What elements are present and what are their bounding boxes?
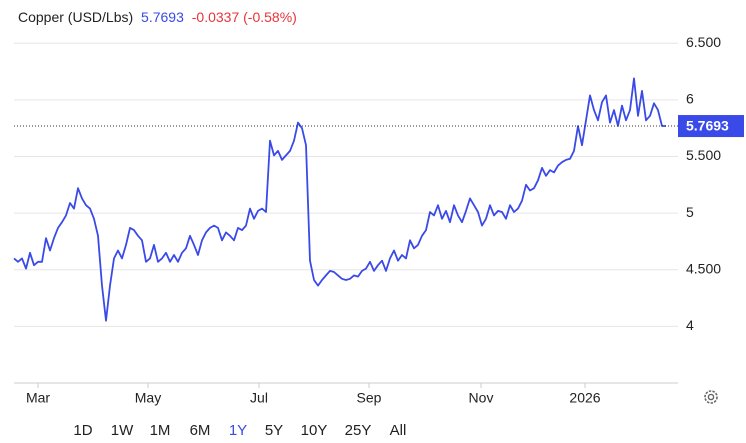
price-line (13, 77, 666, 322)
range-button[interactable]: 6M (190, 422, 211, 439)
y-tick-label: 4.500 (686, 260, 721, 276)
y-tick-label: 6.500 (686, 34, 721, 50)
change: -0.0337 (-0.58%) (192, 9, 297, 25)
x-tick-label: Nov (469, 390, 494, 406)
range-button[interactable]: 1Y (229, 422, 247, 439)
x-tick-label: Sep (357, 390, 382, 406)
title: Copper (USD/Lbs) (18, 9, 133, 25)
price: 5.7693 (141, 9, 184, 25)
settings-icon[interactable] (704, 390, 718, 404)
x-tick-label: Jul (250, 390, 268, 406)
range-button[interactable]: 1W (111, 422, 134, 439)
range-button[interactable]: All (390, 422, 407, 439)
x-tick-label: 2026 (569, 390, 600, 406)
last-value-tag (678, 115, 744, 138)
range-button[interactable]: 1D (73, 422, 92, 439)
y-tick-label: 5.500 (686, 147, 721, 163)
y-tick-label: 5 (686, 204, 694, 220)
range-button[interactable]: 10Y (301, 422, 328, 439)
y-tick-label: 6 (686, 91, 694, 107)
y-tick-label: 4 (686, 317, 694, 333)
x-tick-label: Mar (26, 390, 50, 406)
range-button[interactable]: 1M (150, 422, 171, 439)
range-button[interactable]: 5Y (265, 422, 283, 439)
range-button[interactable]: 25Y (345, 422, 372, 439)
x-tick-label: May (135, 390, 161, 406)
last-value-label: 5.7693 (686, 118, 729, 134)
chart-title: Copper (USD/Lbs) 5.7693 -0.0337 (-0.58%) (18, 9, 297, 25)
